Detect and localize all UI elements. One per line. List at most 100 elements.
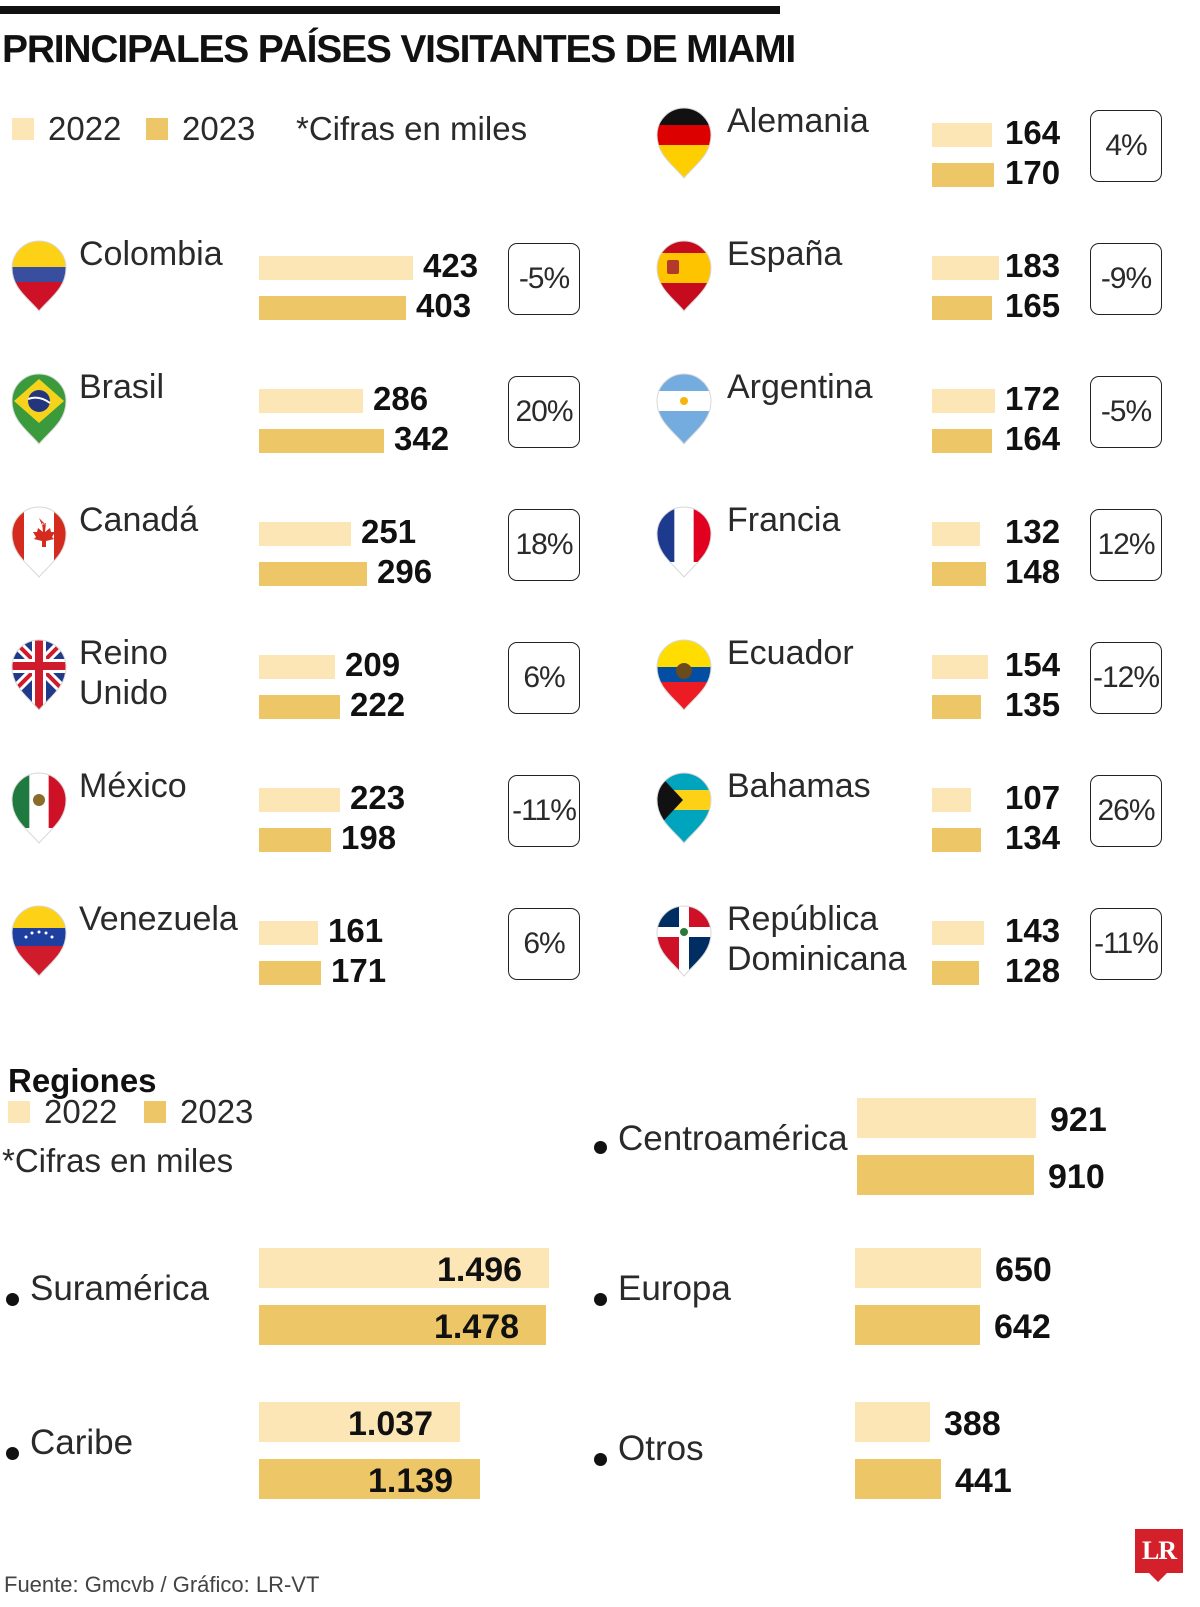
country-row: Ecuador 154 135 -12% (645, 634, 1200, 737)
country-name: Brasil (79, 368, 165, 406)
bar-2022 (259, 921, 318, 945)
bar-2023 (259, 1305, 546, 1345)
country-row: Argentina 172 164 -5% (645, 368, 1200, 471)
country-name: Ecuador (727, 634, 854, 672)
country-name: España (727, 235, 843, 273)
value-2023: 910 (1048, 1158, 1105, 1196)
units-note: *Cifras en miles (296, 110, 528, 147)
value-2023: 135 (1005, 686, 1061, 723)
region-name: Europa (618, 1269, 731, 1308)
region-name: Suramérica (30, 1269, 209, 1308)
value-2023: 222 (350, 686, 406, 723)
value-2022: 921 (1050, 1101, 1107, 1139)
value-2022: 164 (1005, 114, 1061, 151)
value-2023: 171 (331, 952, 387, 989)
bar-2022 (932, 389, 995, 413)
venezuela-flag-icon (10, 903, 68, 977)
change-badge: 6% (508, 908, 580, 980)
regions-legend-label-2022: 2022 (44, 1093, 118, 1130)
country-row: Bahamas 107 134 26% (645, 767, 1200, 870)
legend-2022: 2022 (12, 110, 121, 148)
value-2022: 107 (1005, 779, 1061, 816)
change-badge: -9% (1090, 243, 1162, 315)
value-2023: 1.139 (368, 1462, 454, 1500)
change-badge: 18% (508, 509, 580, 581)
country-name: Argentina (727, 368, 873, 406)
country-row: República Dominicana 143 128 -11% (645, 900, 1200, 1003)
colombia-flag-icon (10, 238, 68, 312)
bar-2023 (932, 695, 981, 719)
value-2022: 183 (1005, 247, 1061, 284)
region-row: Centroamérica 921 910 (588, 1093, 1188, 1203)
bar-2023 (932, 296, 992, 320)
bar-2022 (259, 1248, 549, 1288)
regions-legend-swatch-2022 (8, 1101, 30, 1123)
regions-legend-2023: 2023 (144, 1093, 253, 1131)
value-2023: 1.478 (434, 1308, 520, 1346)
value-2023: 642 (994, 1308, 1051, 1346)
value-2022: 388 (944, 1405, 1001, 1443)
value-2022: 286 (373, 380, 429, 417)
bar-2022 (932, 921, 984, 945)
change-badge: -5% (508, 243, 580, 315)
country-row: España 183 165 -9% (645, 235, 1200, 338)
bar-2023 (857, 1155, 1034, 1195)
bar-2022 (932, 522, 980, 546)
france-flag-icon (655, 504, 713, 578)
region-row: Caribe 1.037 1.139 (0, 1397, 600, 1507)
value-2022: 251 (361, 513, 417, 550)
bullet-dot (594, 1453, 607, 1466)
bar-2023 (932, 429, 992, 453)
mexico-flag-icon (10, 770, 68, 844)
country-name: Colombia (79, 235, 223, 273)
bar-2022 (857, 1098, 1036, 1138)
uk-flag-icon (10, 637, 68, 711)
bar-2022 (259, 655, 335, 679)
bullet-dot (6, 1447, 19, 1460)
page-title: PRINCIPALES PAÍSES VISITANTES DE MIAMI (2, 28, 796, 71)
argentina-flag-icon (655, 371, 713, 445)
country-name: Canadá (79, 501, 199, 539)
canada-flag-icon (10, 504, 68, 578)
regions-legend-swatch-2023 (144, 1101, 166, 1123)
countries-chart: Colombia 423 403 -5% Brasil 286 342 20% Canadá 25… (0, 102, 1200, 1003)
country-row: México 223 198 -11% (0, 767, 600, 870)
germany-flag-icon (655, 105, 713, 179)
change-badge: -12% (1090, 642, 1162, 714)
country-name: Reino Unido (79, 634, 168, 712)
bar-2023 (932, 562, 986, 586)
bar-2023 (855, 1459, 941, 1499)
region-name: Centroamérica (618, 1119, 848, 1158)
bar-2023 (855, 1305, 980, 1345)
bahamas-flag-icon (655, 770, 713, 844)
bar-2022 (932, 256, 999, 280)
change-badge: 20% (508, 376, 580, 448)
value-2023: 148 (1005, 553, 1061, 590)
bar-2022 (259, 389, 363, 413)
change-badge: -11% (508, 775, 580, 847)
value-2022: 143 (1005, 912, 1061, 949)
value-2022: 154 (1005, 646, 1061, 683)
country-row: Alemania 164 170 4% (645, 102, 1200, 205)
regions-units-note: *Cifras en miles (2, 1142, 234, 1179)
region-name: Otros (618, 1429, 704, 1468)
region-name: Caribe (30, 1423, 134, 1462)
lr-logo: LR (1135, 1529, 1183, 1573)
bar-2022 (259, 256, 413, 280)
dominican-republic-flag-icon (655, 903, 713, 977)
value-2022: 209 (345, 646, 401, 683)
region-row: Europa 650 642 (588, 1243, 1188, 1353)
top-rule (0, 6, 780, 14)
region-row: Otros 388 441 (588, 1397, 1188, 1507)
value-2022: 223 (350, 779, 406, 816)
bullet-dot (594, 1293, 607, 1306)
value-2022: 161 (328, 912, 384, 949)
bar-2023 (259, 961, 321, 985)
bar-2022 (259, 522, 351, 546)
change-badge: 12% (1090, 509, 1162, 581)
country-name: Alemania (727, 102, 869, 140)
legend-2023: 2023 (146, 110, 255, 148)
regions-legend-label-2023: 2023 (180, 1093, 254, 1130)
brazil-flag-icon (10, 371, 68, 445)
bar-2023 (932, 828, 981, 852)
